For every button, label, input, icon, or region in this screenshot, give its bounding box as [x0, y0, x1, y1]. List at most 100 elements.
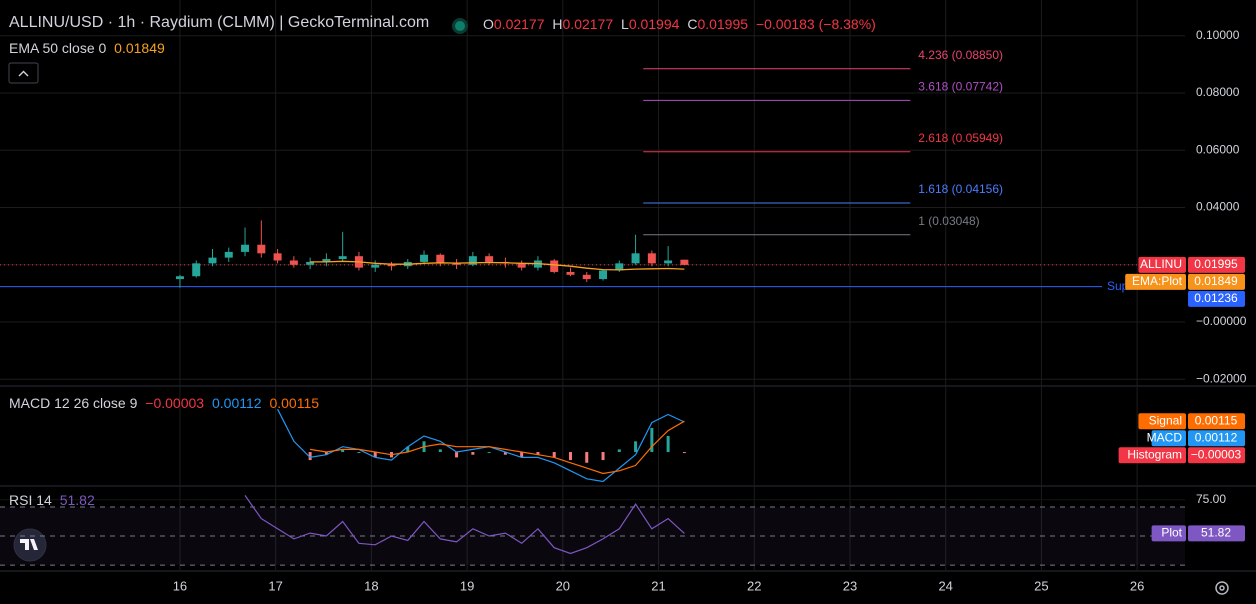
candle-body: [306, 261, 315, 265]
tag-name: Plot: [1161, 526, 1182, 540]
candle-body: [550, 260, 559, 272]
y-tick-label: −0.00000: [1196, 314, 1247, 328]
tag-value: 51.82: [1201, 526, 1231, 540]
candle-body: [192, 263, 201, 277]
y-tick-label: 0.06000: [1196, 142, 1240, 156]
candle-body: [582, 274, 591, 280]
candle-body: [420, 254, 429, 262]
status-dot: [452, 18, 468, 34]
rsi-legend: RSI 14 51.82: [9, 492, 99, 508]
candle-body: [452, 263, 461, 265]
histogram-bar: [373, 452, 377, 458]
ohlc-key: C: [687, 16, 698, 32]
tag-name-bg: [1138, 413, 1186, 430]
tag-name-bg: [1151, 430, 1186, 447]
price-tag: [1188, 256, 1245, 273]
histogram-bar: [406, 446, 410, 453]
price-tag: [1188, 413, 1245, 430]
ema-line: [310, 260, 685, 271]
candle-body: [322, 259, 331, 262]
candle-body: [631, 253, 640, 264]
indicator-value: 0.00115: [269, 395, 320, 411]
x-tick-label: 20: [556, 578, 570, 593]
tag-value: 0.00115: [1195, 413, 1238, 427]
tag-value: 0.01236: [1194, 291, 1238, 305]
settings-button[interactable]: [1215, 581, 1229, 595]
x-tick-label: 21: [651, 578, 665, 593]
tag-name: EMA:Plot: [1132, 274, 1183, 288]
indicator-value: −0.00003: [145, 395, 205, 411]
symbol-title: ALLINU/USD · 1h · Raydium (CLMM) | Gecko…: [9, 14, 430, 31]
candle-body: [338, 256, 347, 260]
x-tick-label: 19: [460, 578, 474, 593]
candle-body: [175, 276, 184, 280]
histogram-bar: [536, 452, 540, 455]
histogram-bar: [324, 452, 328, 455]
tag-value: −0.00003: [1191, 447, 1242, 461]
histogram-bar: [666, 435, 670, 453]
price-tag: [1188, 525, 1245, 542]
histogram-bar: [471, 452, 475, 455]
change: −0.00183 (−8.38%): [755, 16, 876, 32]
ohlc-key: H: [552, 16, 563, 32]
candle-body: [615, 263, 624, 271]
y-tick-label: 0.10000: [1196, 28, 1240, 42]
ohlc-value: 0.02177: [562, 16, 614, 32]
tag-name: Histogram: [1127, 447, 1182, 461]
y-tick-label: 75.00: [1196, 492, 1226, 506]
x-tick-label: 18: [364, 578, 378, 593]
candle-body: [273, 253, 282, 261]
ohlc-value: 0.01995: [697, 16, 749, 32]
candle-body: [680, 259, 689, 265]
x-tick-label: 22: [747, 578, 761, 593]
indicator-name: RSI 14: [9, 492, 52, 508]
ohlc-value: 0.01994: [628, 16, 680, 32]
candle-body: [241, 244, 250, 252]
tag-value: 0.01995: [1194, 257, 1238, 271]
histogram-bar: [650, 427, 654, 453]
candle-body: [436, 254, 445, 264]
price-tag: [1188, 447, 1245, 464]
ohlc-value: 0.02177: [493, 16, 545, 32]
tag-value: 0.01849: [1194, 274, 1238, 288]
x-tick-label: 26: [1130, 578, 1144, 593]
indicator-value: 0.01849: [114, 40, 165, 56]
x-tick-label: 24: [938, 578, 952, 593]
indicator-value: 0.00112: [211, 395, 262, 411]
tag-value: 0.00112: [1195, 430, 1238, 444]
y-tick-label: 0.08000: [1196, 85, 1240, 99]
header: ALLINU/USD · 1h · Raydium (CLMM) | Gecko…: [9, 14, 433, 32]
indicator-value: 51.82: [59, 492, 95, 508]
histogram-bar: [520, 452, 524, 458]
histogram-bar: [308, 452, 312, 461]
histogram-bar: [357, 452, 361, 454]
price-tag: [1188, 290, 1245, 307]
x-tick-label: 17: [268, 578, 282, 593]
histogram-bar: [438, 449, 442, 453]
macd-line: [277, 408, 685, 483]
tag-name-bg: [1118, 447, 1186, 464]
histogram-bar: [634, 441, 638, 453]
histogram-bar: [617, 449, 621, 453]
tag-name: ALLINU: [1140, 257, 1182, 271]
histogram-bar: [455, 452, 459, 458]
candle-body: [257, 244, 266, 254]
ohlc-key: L: [621, 16, 629, 32]
fib-label: 3.618 (0.07742): [918, 80, 1003, 94]
indicator-name: EMA 50 close 0: [9, 40, 107, 56]
candle-body: [387, 264, 396, 267]
fib-label: 2.618 (0.05949): [918, 131, 1003, 145]
collapse-button[interactable]: [8, 62, 39, 84]
tv-logo[interactable]: [13, 528, 47, 562]
candle-body: [647, 253, 656, 264]
price-tag: [1188, 430, 1245, 447]
fib-label: 1 (0.03048): [918, 214, 979, 228]
fib-label: 1.618 (0.04156): [918, 182, 1003, 196]
x-tick-label: 23: [843, 578, 857, 593]
tag-name: Signal: [1149, 413, 1182, 427]
candle-body: [566, 271, 575, 275]
candle-body: [599, 270, 608, 280]
support-label: Sup: [1107, 279, 1129, 293]
